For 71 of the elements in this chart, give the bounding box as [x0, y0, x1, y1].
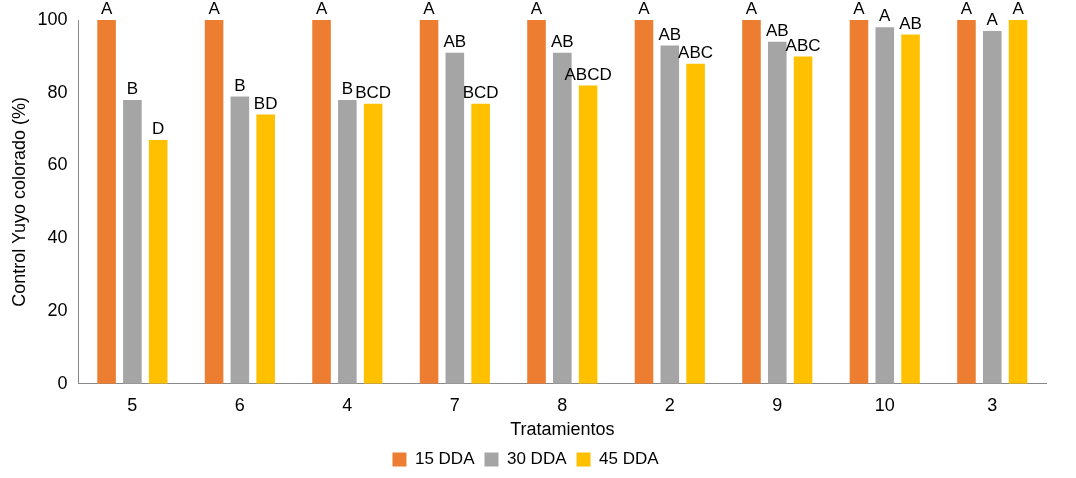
data-label: A: [853, 0, 866, 19]
bar: [471, 103, 490, 384]
data-label: A: [1012, 0, 1025, 19]
data-label: AB: [443, 31, 467, 51]
data-label: A: [100, 0, 113, 19]
data-label: A: [315, 0, 328, 19]
x-tick-label: 10: [874, 394, 895, 415]
y-tick-label: 20: [47, 300, 68, 321]
data-label: B: [126, 79, 139, 99]
bar: [982, 30, 1002, 384]
bar: [97, 20, 116, 384]
x-tick-label: 3: [987, 394, 998, 415]
bar: [578, 85, 598, 384]
bar: [957, 20, 976, 384]
x-axis-title: Tratamientos: [510, 419, 615, 440]
bar: [686, 63, 705, 384]
data-label: BD: [253, 93, 278, 113]
bar: [901, 34, 920, 384]
bar: [123, 100, 142, 384]
bar: [634, 20, 654, 384]
x-tick-label: 8: [557, 394, 568, 415]
data-label: ABCD: [564, 64, 612, 84]
data-label: A: [745, 0, 758, 19]
data-label: AB: [899, 13, 922, 33]
bar: [204, 20, 224, 384]
bar: [312, 20, 331, 384]
bar: [793, 56, 813, 384]
bar: [660, 45, 680, 384]
bar: [768, 41, 787, 384]
y-axis-title: Control Yuyo colorado (%): [8, 97, 29, 307]
data-label: A: [986, 10, 999, 30]
x-tick-label: 2: [664, 394, 675, 415]
y-tick-label: 0: [57, 372, 68, 393]
data-label: AB: [550, 31, 574, 51]
y-tick-label: 80: [47, 81, 68, 102]
y-tick-label: 100: [37, 8, 68, 29]
data-label: AB: [658, 24, 682, 44]
y-tick-label: 60: [47, 154, 68, 175]
data-label: B: [234, 75, 246, 95]
data-label: A: [638, 0, 651, 19]
x-tick-label: 6: [234, 394, 245, 415]
bar: [338, 100, 357, 384]
bar: [742, 20, 761, 384]
data-label: A: [960, 0, 973, 19]
x-tick-label: 5: [127, 394, 138, 415]
legend-label: 15 DDA: [414, 449, 476, 469]
data-label: BCD: [462, 82, 499, 102]
bar: [849, 20, 869, 384]
legend-label: 30 DDA: [506, 449, 568, 469]
bar: [148, 140, 168, 384]
y-tick-label: 40: [47, 227, 68, 248]
x-tick-label: 4: [342, 394, 353, 415]
bar: [1008, 20, 1028, 384]
bar: [419, 20, 439, 384]
data-label: A: [423, 0, 436, 19]
data-label: A: [208, 0, 221, 19]
x-tick-label: 7: [449, 394, 460, 415]
bar: [256, 114, 275, 384]
bar: [230, 96, 250, 384]
data-label: A: [530, 0, 543, 19]
bar: [527, 20, 546, 384]
x-tick-label: 9: [772, 394, 783, 415]
data-label: A: [879, 6, 892, 26]
data-label: B: [341, 79, 354, 99]
legend-label: 45 DDA: [599, 449, 660, 469]
data-label: D: [152, 119, 165, 139]
bar: [445, 52, 465, 384]
data-label: BCD: [355, 82, 392, 102]
data-label: ABC: [678, 42, 714, 62]
bar: [875, 27, 895, 384]
bar: [363, 103, 383, 384]
